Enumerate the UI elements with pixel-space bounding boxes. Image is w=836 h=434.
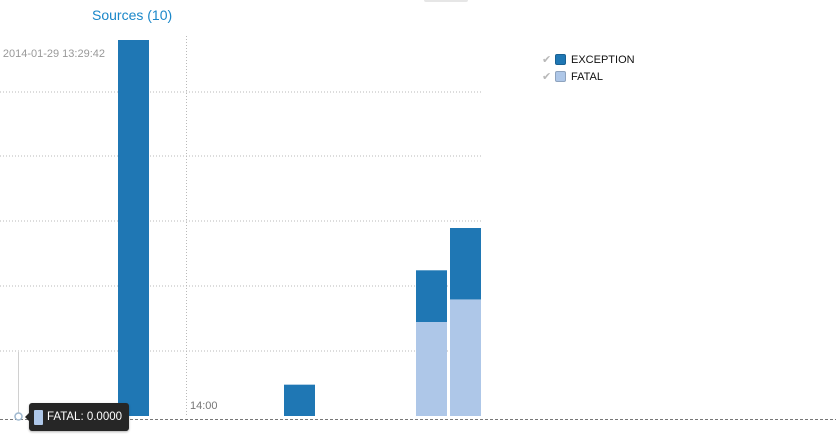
chart-axes: 2014-01-29 13:29:42 14:00 [0, 48, 836, 421]
axis-marker [14, 412, 23, 421]
x-tick-label-0: 2014-01-29 13:29:42 [3, 48, 105, 60]
legend-label-fatal: FATAL [571, 70, 603, 83]
legend-swatch-exception [555, 54, 566, 65]
chart-grid [0, 36, 482, 416]
sources-link[interactable]: Sources (10) [92, 7, 173, 23]
chart-bars [118, 40, 481, 416]
bar-fatal-2 [416, 322, 447, 416]
chart-legend: ✔ EXCEPTION ✔ FATAL [542, 51, 635, 85]
x-tick-label-1: 14:00 [190, 400, 218, 412]
checkmark-icon: ✔ [542, 71, 552, 83]
bar-exception-2 [416, 270, 447, 322]
checkmark-icon: ✔ [542, 54, 552, 66]
tooltip-pointer [25, 413, 29, 421]
legend-item-exception[interactable]: ✔ EXCEPTION [542, 51, 635, 68]
legend-item-fatal[interactable]: ✔ FATAL [542, 68, 635, 85]
tooltip-swatch [34, 409, 43, 425]
legend-label-exception: EXCEPTION [571, 53, 635, 66]
chart-tooltip: FATAL: 0.0000 [25, 403, 130, 431]
tooltip-text: FATAL: 0.0000 [47, 411, 123, 423]
top-tab-indicator [424, 0, 468, 2]
bar-exception-1 [284, 384, 315, 416]
bar-exception-0 [118, 40, 149, 416]
bar-fatal-3 [450, 299, 481, 416]
bar-exception-3 [450, 228, 481, 300]
legend-swatch-fatal [555, 71, 566, 82]
